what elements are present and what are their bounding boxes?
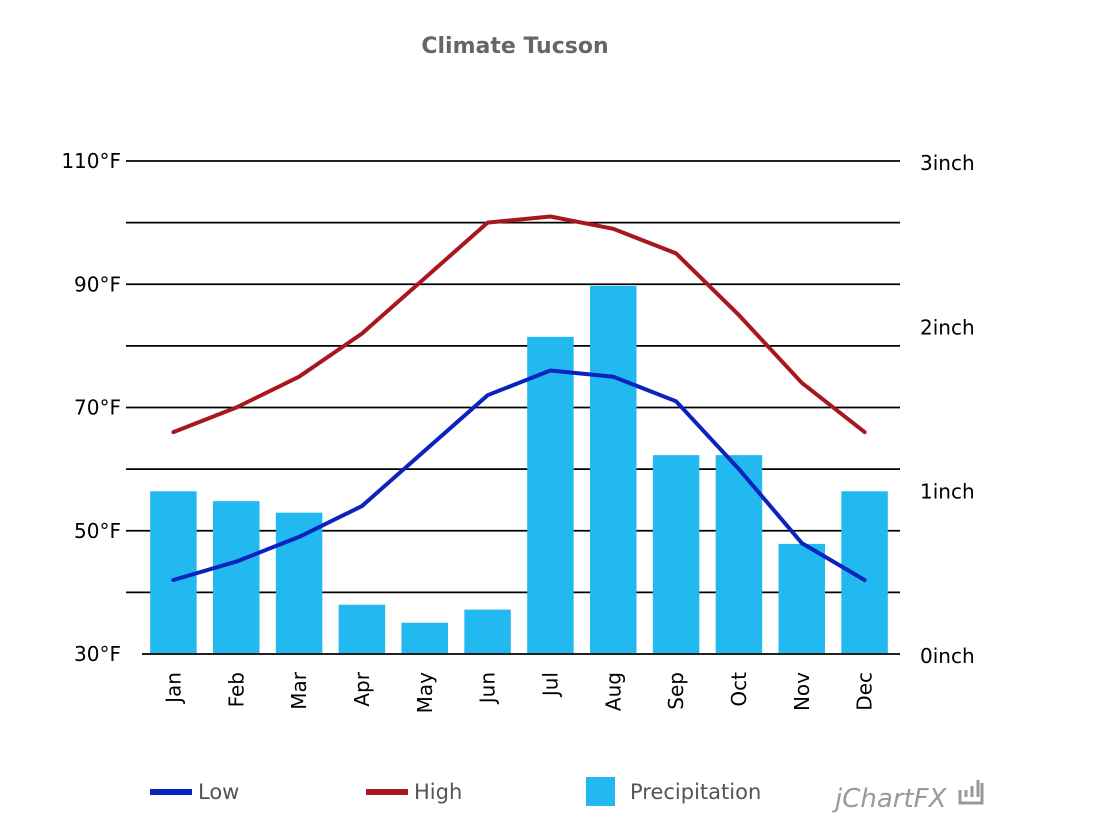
brand-text: jChartFX — [832, 784, 948, 814]
right-axis-tick-label: 2inch — [920, 315, 975, 339]
x-axis-tick-label: Dec — [853, 672, 877, 711]
precipitation-bar — [590, 285, 637, 653]
precipitation-bar — [275, 512, 323, 653]
left-axis-tick-label: 30°F — [74, 642, 121, 666]
x-axis-tick-label: Jan — [161, 672, 185, 705]
x-axis-tick-label: May — [413, 672, 437, 714]
temperature-lines — [171, 214, 867, 582]
right-axis-tick-label: 3inch — [920, 151, 975, 175]
precipitation-bar — [527, 336, 574, 653]
legend-swatch-low — [150, 789, 192, 795]
left-axis-labels: 110°F 90°F 70°F 50°F 30°F — [61, 149, 121, 666]
x-axis-tick-label: Jul — [538, 672, 562, 698]
left-axis-tick-label: 50°F — [74, 519, 121, 543]
legend-label-precipitation: Precipitation — [630, 780, 761, 804]
left-axis-tick-label: 90°F — [74, 272, 121, 296]
x-axis-tick-label: Jun — [476, 672, 500, 705]
legend-label-high: High — [414, 780, 462, 804]
precipitation-bar — [652, 455, 700, 653]
x-axis-labels: Jan Feb Mar Apr May Jun Jul Aug Sep Oct Nov Dec — [161, 671, 876, 713]
precipitation-bar — [401, 622, 448, 653]
left-axis-tick-label: 70°F — [74, 396, 121, 420]
legend-swatch-high — [366, 789, 408, 795]
precipitation-bar — [715, 455, 763, 653]
x-axis-tick-label: Sep — [664, 672, 688, 710]
chart-title: Climate Tucson — [421, 34, 608, 59]
left-axis-tick-label: 110°F — [61, 149, 121, 173]
x-axis-tick-label: Feb — [224, 672, 248, 707]
legend-swatch-precipitation — [586, 777, 615, 806]
precipitation-bar — [150, 491, 197, 653]
x-axis-tick-label: Nov — [790, 672, 814, 711]
right-axis-tick-label: 1inch — [920, 480, 975, 504]
x-axis-tick-label: Aug — [601, 672, 625, 711]
precipitation-bar — [778, 543, 825, 653]
precipitation-bar — [464, 609, 511, 653]
x-axis-tick-label: Oct — [727, 672, 751, 707]
precipitation-bar — [213, 501, 260, 653]
precipitation-bar — [338, 604, 386, 653]
right-axis-tick-label: 0inch — [920, 644, 975, 668]
brand-glyph-icon — [958, 780, 984, 805]
legend: Low High Precipitation — [150, 777, 761, 806]
legend-label-low: Low — [198, 780, 239, 804]
x-axis-tick-label: Mar — [287, 671, 311, 710]
brand-logo: jChartFX — [832, 780, 984, 814]
x-axis-tick-label: Apr — [350, 671, 374, 706]
series-line-high — [171, 214, 867, 435]
series-line-low — [171, 368, 867, 582]
right-axis-labels: 3inch 2inch 1inch 0inch — [920, 151, 975, 668]
precipitation-bars — [150, 285, 888, 653]
